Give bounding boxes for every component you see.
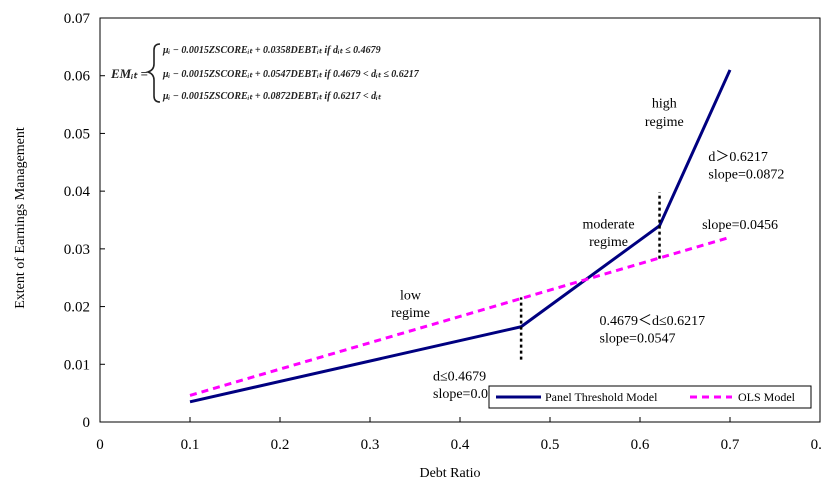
y-tick-label: 0.07 (64, 11, 91, 27)
legend-box (488, 385, 812, 409)
x-tick-label: 0.1 (181, 437, 200, 453)
equation-line-3: μᵢ − 0.0015ZSCOREᵢₜ + 0.0872DEBTᵢₜ if 0.… (162, 91, 382, 102)
model-equation: EMᵢₜ = μᵢ − 0.0015ZSCOREᵢₜ + 0.0358DEBTᵢ… (110, 43, 420, 103)
annotation-mod-rule: 0.4679＜d≤0.6217 (600, 314, 706, 329)
annotation-ols-slope: slope=0.0456 (702, 218, 778, 233)
equation-lhs: EMᵢₜ = (110, 66, 148, 81)
annotation-high-regime-1: high (652, 96, 677, 111)
annotation-high-rule: d＞0.6217 (708, 150, 768, 165)
annotation-mod-regime-2: regime (589, 235, 628, 250)
annotation-mod-regime-1: moderate (582, 218, 634, 233)
equation-line-2: μᵢ − 0.0015ZSCOREᵢₜ + 0.0547DEBTᵢₜ if 0.… (162, 69, 420, 80)
x-tick-label: 0 (96, 437, 104, 453)
y-tick-label: 0 (83, 415, 91, 431)
legend-label-ols: OLS Model (738, 390, 796, 404)
y-axis-title: Extent of Earnings Management (13, 127, 28, 309)
x-tick-label: 0.5 (541, 437, 560, 453)
y-tick-label: 0.06 (64, 69, 91, 85)
annotation-high-regime-2: regime (645, 115, 684, 130)
x-tick-label: 0.6 (631, 437, 650, 453)
y-tick-label: 0.05 (64, 126, 90, 142)
annotation-low-slope: slope=0.035 (433, 387, 502, 402)
legend: Panel Threshold Model OLS Model (488, 385, 812, 409)
series-line-panel-threshold (189, 69, 732, 404)
y-tick-label: 0.01 (64, 357, 90, 373)
annotations: low regime d≤0.4679 slope=0.035 moderate regi… (391, 96, 784, 401)
annotation-high-slope: slope=0.0872 (708, 167, 784, 182)
x-tick-label: 0.7 (721, 437, 740, 453)
legend-label-threshold: Panel Threshold Model (545, 390, 658, 404)
y-tick-label: 0.02 (64, 300, 90, 316)
series-layer (189, 69, 732, 404)
y-tick-label: 0.03 (64, 242, 90, 258)
x-tick-label: 0.4 (451, 437, 470, 453)
annotation-low-rule: d≤0.4679 (433, 369, 486, 384)
y-tick-label: 0.04 (64, 184, 91, 200)
annotation-low-regime-1: low (400, 289, 422, 304)
x-axis-title: Debt Ratio (419, 466, 480, 481)
x-tick-label: 0.3 (361, 437, 380, 453)
x-tick-label: 0.2 (271, 437, 290, 453)
threshold-markers (519, 192, 661, 360)
x-tick-label: 0.8 (811, 437, 822, 453)
equation-line-1: μᵢ − 0.0015ZSCOREᵢₜ + 0.0358DEBTᵢₜ if dᵢ… (162, 45, 381, 56)
annotation-low-regime-2: regime (391, 306, 430, 321)
annotation-mod-slope: slope=0.0547 (600, 331, 676, 346)
equation-brace-icon (145, 43, 161, 103)
series-line-ols (189, 235, 731, 397)
x-axis-ticks: 0 0.1 0.2 0.3 0.4 0.5 0.6 0.7 0.8 (96, 417, 822, 453)
y-axis-ticks: 0 0.01 0.02 0.03 0.04 0.05 0.06 0.07 (64, 11, 105, 431)
